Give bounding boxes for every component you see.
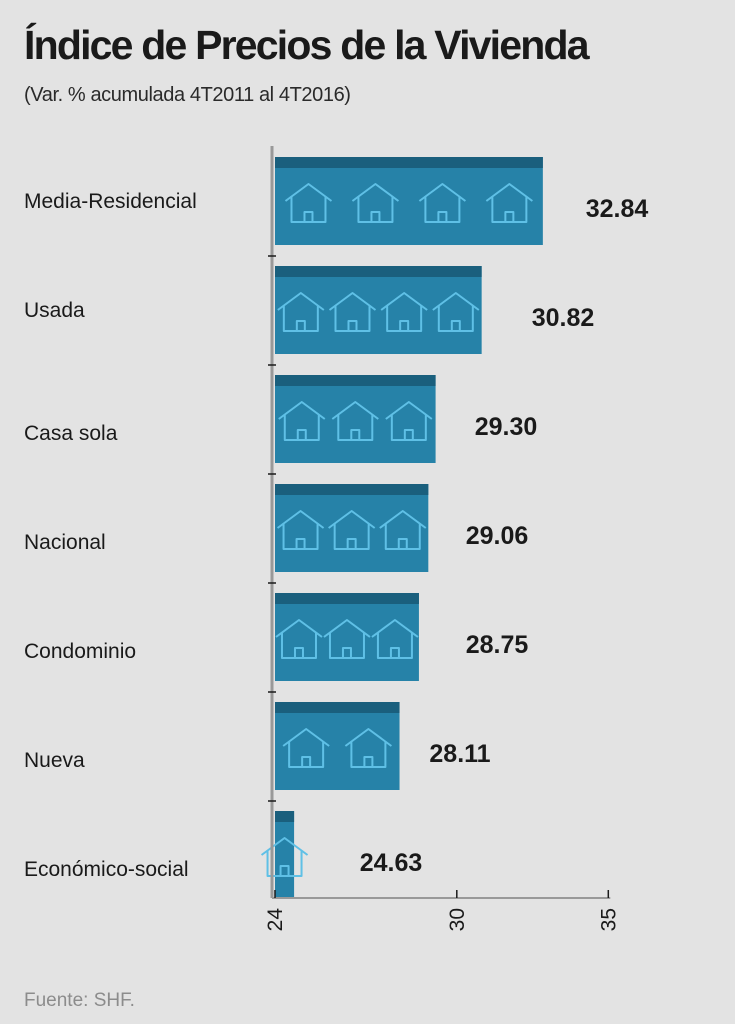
value-label: 29.06: [466, 522, 529, 550]
bar: [275, 157, 543, 245]
category-label: Usada: [24, 299, 85, 322]
bar: [275, 484, 429, 572]
value-label: 24.63: [360, 849, 423, 877]
x-tick-label: 24: [264, 908, 287, 932]
value-label: 29.30: [475, 413, 538, 441]
bar-top-band: [275, 811, 295, 822]
chart-subtitle: (Var. % acumulada 4T2011 al 4T2016): [24, 84, 351, 106]
bar: [275, 266, 482, 354]
category-label: Económico-social: [24, 858, 189, 881]
x-tick-label: 30: [446, 908, 469, 931]
bar: [275, 375, 436, 463]
bar-row: Casa sola 29.30: [24, 375, 537, 463]
category-label: Media-Residencial: [24, 190, 197, 213]
bar-top-band: [275, 484, 429, 495]
x-tick-label: 35: [597, 908, 620, 931]
bar-row: Económico-social 24.63: [24, 811, 422, 899]
bar-row: Condominio 28.75: [24, 593, 528, 681]
bar-row: Usada 30.82: [24, 266, 594, 354]
bar: [275, 811, 295, 899]
bar-top-band: [275, 157, 543, 168]
bar-row: Nueva 28.11: [24, 702, 491, 790]
value-label: 32.84: [586, 195, 649, 223]
bar: [275, 702, 400, 790]
value-label: 30.82: [532, 304, 595, 332]
bar: [275, 593, 419, 681]
bar-top-band: [275, 266, 482, 277]
bar-top-band: [275, 375, 436, 386]
source-note: Fuente: SHF.: [24, 990, 135, 1011]
value-label: 28.75: [466, 631, 529, 659]
bar-top-band: [275, 702, 400, 713]
category-label: Nacional: [24, 531, 106, 554]
category-label: Nueva: [24, 749, 85, 772]
category-label: Condominio: [24, 640, 136, 663]
category-label: Casa sola: [24, 422, 118, 445]
bar-top-band: [275, 593, 419, 604]
chart-title: Índice de Precios de la Vivienda: [24, 22, 590, 68]
value-label: 28.11: [429, 740, 490, 768]
bar-row: Nacional 29.06: [24, 484, 528, 572]
bar-row: Media-Residencial 32.84: [24, 157, 648, 245]
